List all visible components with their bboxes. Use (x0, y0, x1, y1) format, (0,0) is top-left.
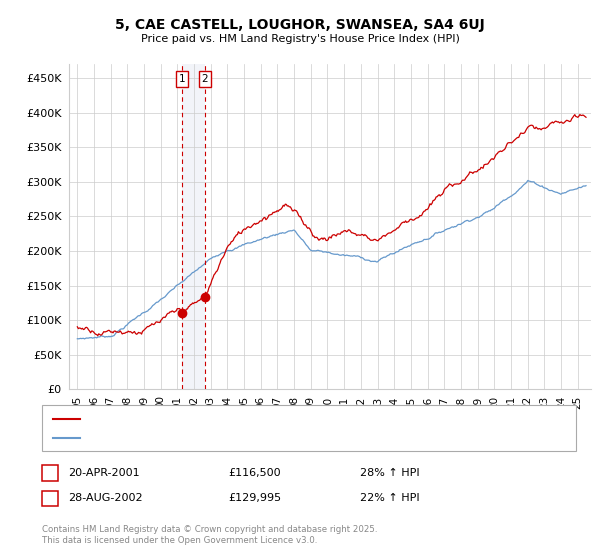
Text: HPI: Average price, detached house, Swansea: HPI: Average price, detached house, Swan… (85, 433, 313, 443)
Text: Contains HM Land Registry data © Crown copyright and database right 2025.
This d: Contains HM Land Registry data © Crown c… (42, 525, 377, 545)
Text: Price paid vs. HM Land Registry's House Price Index (HPI): Price paid vs. HM Land Registry's House … (140, 34, 460, 44)
Text: 28-AUG-2002: 28-AUG-2002 (68, 493, 143, 503)
Text: 2: 2 (46, 492, 53, 505)
Text: 20-APR-2001: 20-APR-2001 (68, 468, 140, 478)
Bar (182, 64, 205, 389)
Text: 2: 2 (202, 74, 208, 84)
Text: 28% ↑ HPI: 28% ↑ HPI (360, 468, 419, 478)
Text: £129,995: £129,995 (228, 493, 281, 503)
Text: £116,500: £116,500 (228, 468, 281, 478)
Text: 1: 1 (46, 466, 53, 480)
Text: 22% ↑ HPI: 22% ↑ HPI (360, 493, 419, 503)
Text: 5, CAE CASTELL, LOUGHOR, SWANSEA, SA4 6UJ: 5, CAE CASTELL, LOUGHOR, SWANSEA, SA4 6U… (115, 18, 485, 32)
Text: 1: 1 (179, 74, 186, 84)
Text: 5, CAE CASTELL, LOUGHOR, SWANSEA, SA4 6UJ (detached house): 5, CAE CASTELL, LOUGHOR, SWANSEA, SA4 6U… (85, 414, 412, 424)
